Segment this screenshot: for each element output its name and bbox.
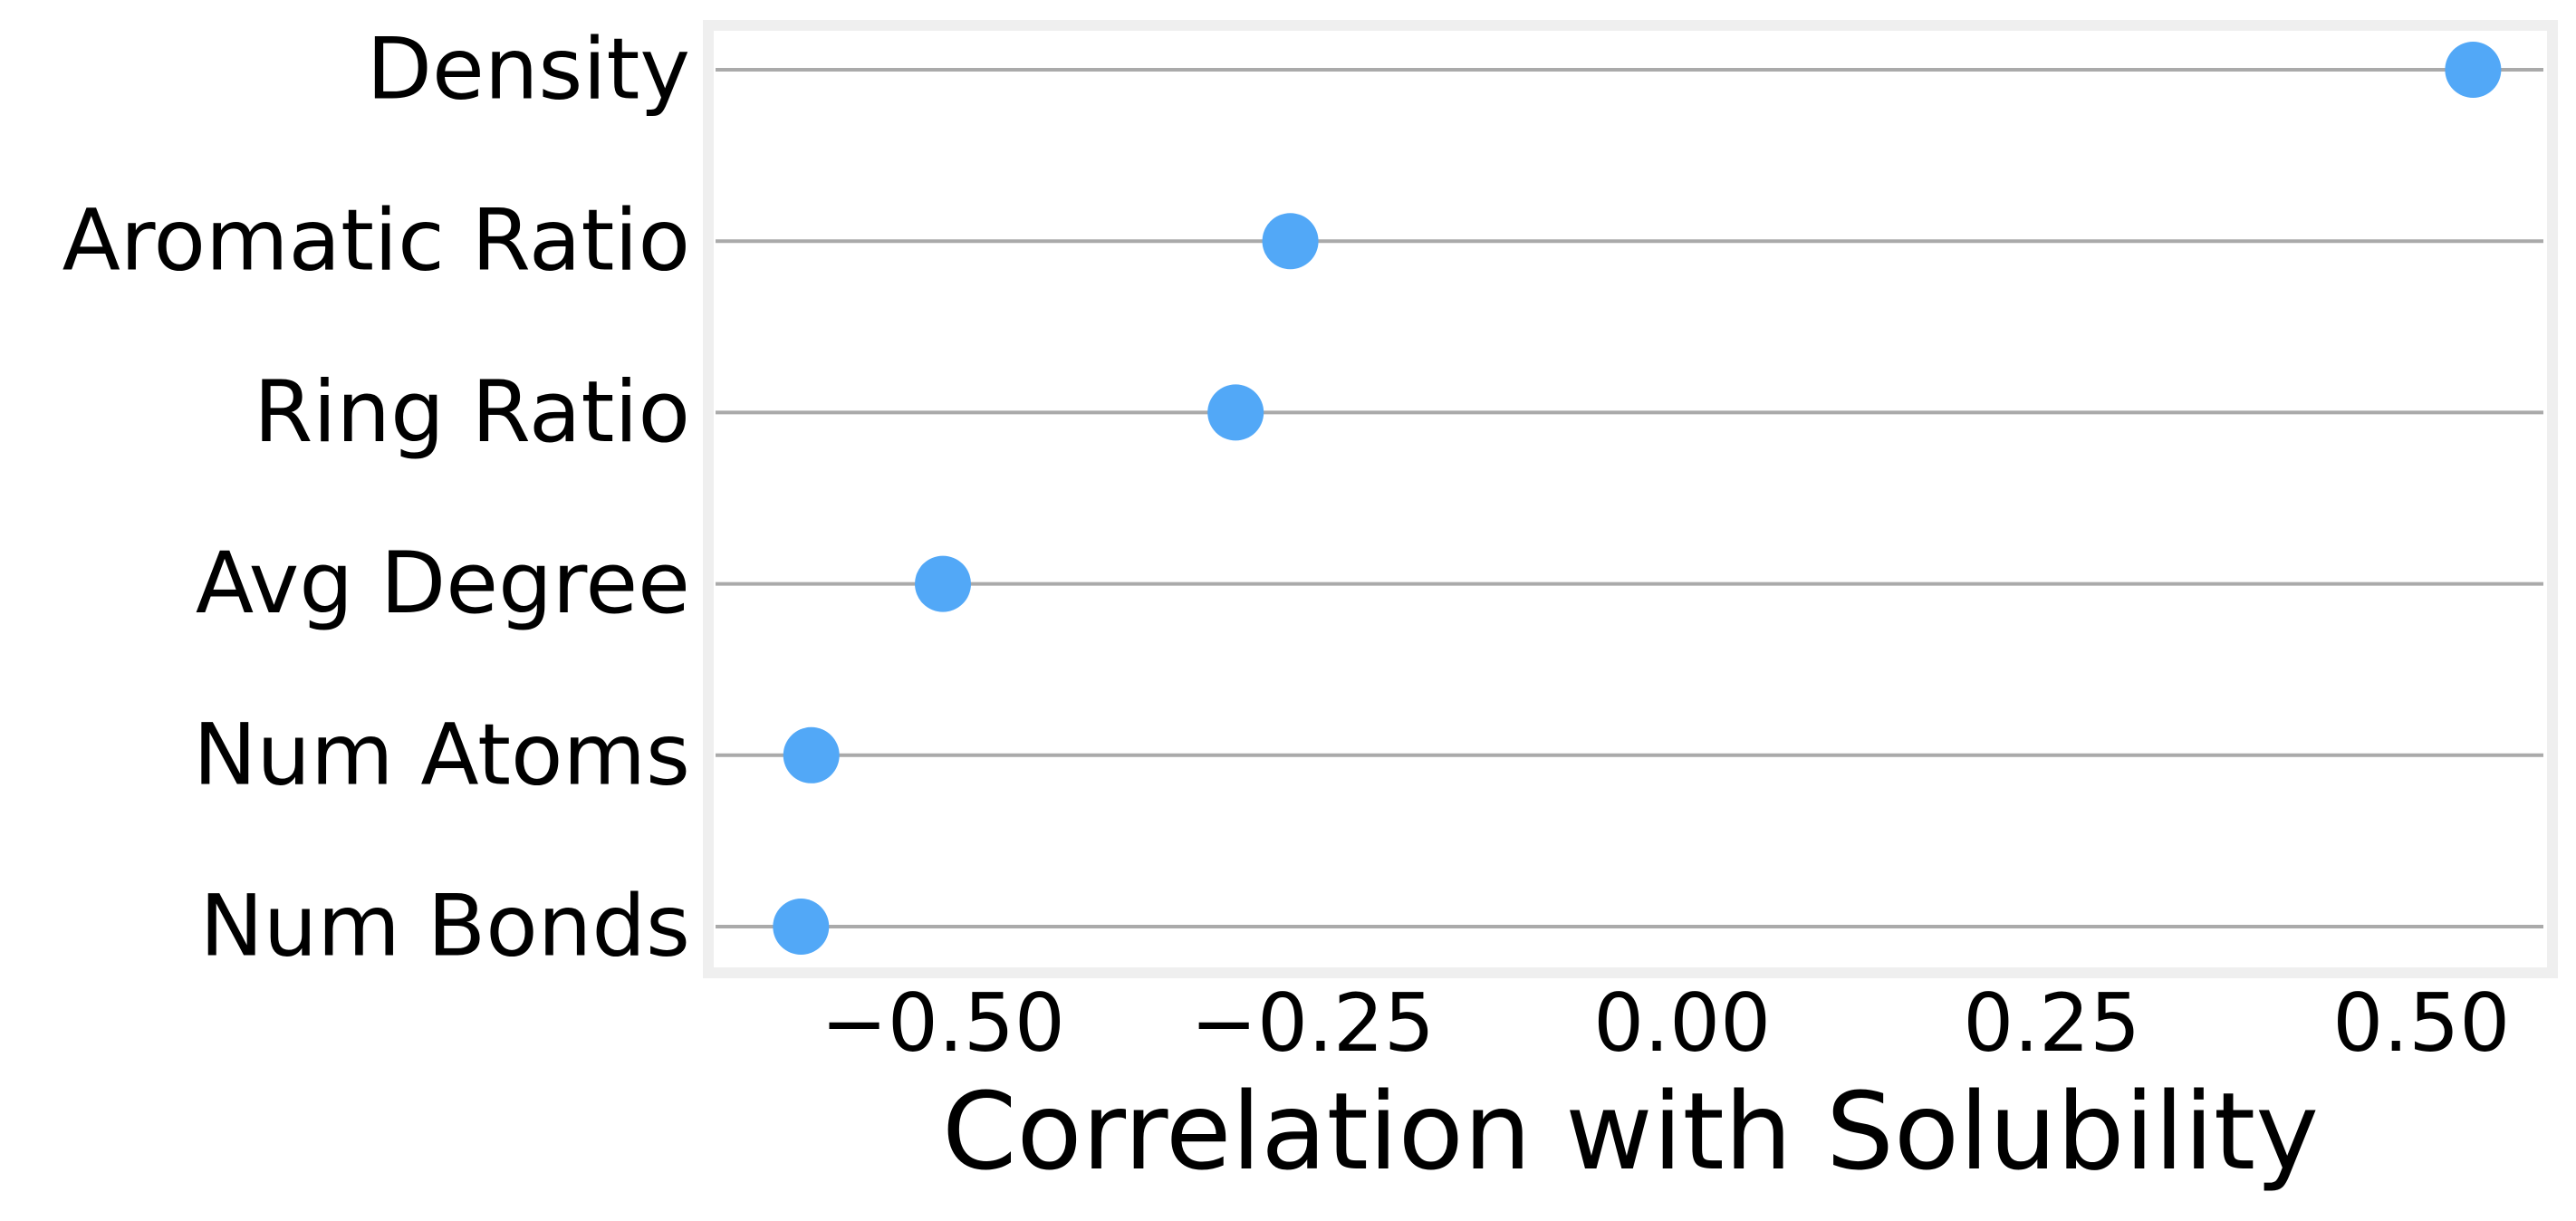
x-tick-label-1: −0.25: [1190, 976, 1435, 1070]
y-tick-label-density: Density: [367, 21, 690, 120]
data-points: [773, 42, 2502, 955]
y-tick-label-num-atoms: Num Atoms: [193, 706, 690, 804]
gridlines: [716, 68, 2543, 928]
data-point-num-atoms: [783, 726, 840, 784]
x-tick-label-2: 0.00: [1593, 976, 1771, 1070]
y-tick-label-aromatic-ratio: Aromatic Ratio: [62, 192, 690, 291]
y-tick-label-avg-degree: Avg Degree: [196, 534, 690, 633]
data-point-aromatic-ratio: [1262, 213, 1319, 270]
data-point-num-bonds: [773, 899, 830, 955]
data-point-ring-ratio: [1207, 384, 1264, 441]
x-tick-label-4: 0.50: [2332, 976, 2510, 1070]
x-axis-title: Correlation with Solubility: [942, 1069, 2319, 1194]
x-tick-labels: −0.50 −0.25 0.00 0.25 0.50: [821, 976, 2510, 1070]
y-tick-label-ring-ratio: Ring Ratio: [254, 363, 690, 462]
y-tick-labels: Density Aromatic Ratio Ring Ratio Avg Degre…: [62, 21, 690, 976]
data-point-density: [2445, 42, 2502, 98]
data-point-avg-degree: [915, 555, 971, 612]
x-tick-label-0: −0.50: [821, 976, 1065, 1070]
plot-frame: [703, 20, 2558, 978]
y-tick-label-num-bonds: Num Bonds: [199, 878, 690, 976]
x-tick-label-3: 0.25: [1963, 976, 2140, 1070]
